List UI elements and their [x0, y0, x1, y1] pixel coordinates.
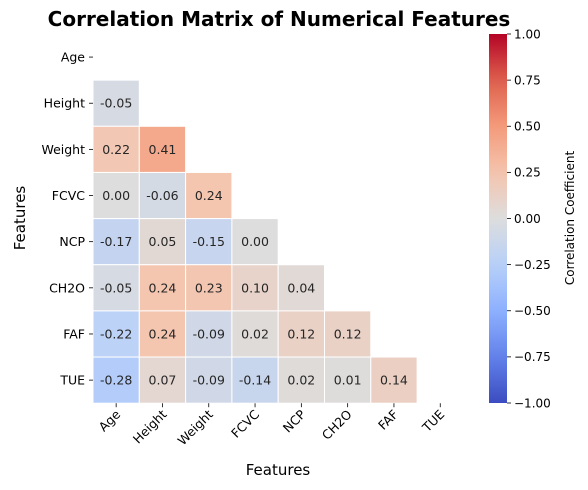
cell-value-label: 0.22 — [102, 142, 130, 157]
y-tick-label-weight: Weight — [41, 142, 85, 157]
heatmap-cell-weight-height — [138, 125, 187, 173]
y-tick-label-ncp: NCP — [59, 234, 85, 249]
colorbar-tick-label: −1.00 — [514, 396, 551, 410]
heatmap-cell-tue-ch2o — [324, 356, 372, 404]
cell-value-label: -0.05 — [100, 280, 132, 295]
colorbar-tick-label: 0.75 — [514, 73, 541, 87]
heatmap-cell-ncp-height — [138, 218, 187, 266]
chart-title: Correlation Matrix of Numerical Features — [48, 7, 511, 31]
cell-value-label: 0.05 — [149, 234, 177, 249]
x-tick-label-fcvc: FCVC — [228, 407, 262, 441]
heatmap-cells: -0.05 0.22 0.41 0.00 -0.06 0.24 -0.17 0.05 -0.15… — [92, 79, 418, 404]
heatmap-cell-faf-height — [138, 310, 187, 358]
y-axis-ticks: Age Height Weight FCVC NCP CH2O FAF TUE — [41, 50, 93, 388]
cell-value-label: -0.22 — [100, 326, 132, 341]
heatmap-cell-ch2o-height — [138, 264, 187, 312]
cell-value-label: 0.12 — [287, 326, 315, 341]
x-tick-label-ch2o: CH2O — [319, 407, 355, 443]
x-tick-label-weight: Weight — [174, 407, 215, 448]
cell-value-label: 0.10 — [241, 280, 269, 295]
colorbar-tick-label: 0.50 — [514, 120, 541, 134]
x-tick-label-tue: TUE — [419, 407, 448, 436]
cell-value-label: -0.05 — [100, 96, 132, 111]
colorbar — [489, 34, 507, 403]
y-tick-label-faf: FAF — [63, 326, 85, 341]
colorbar-label: Correlation Coefficient — [563, 151, 577, 286]
x-tick-label-ncp: NCP — [280, 406, 309, 435]
cell-value-label: 0.41 — [149, 142, 177, 157]
colorbar-tick-label: −0.25 — [514, 258, 551, 272]
heatmap-cell-tue-fcvc — [231, 356, 279, 404]
heatmap-cell-height-age — [92, 79, 140, 127]
y-tick-label-tue: TUE — [59, 373, 85, 388]
x-tick-label-faf: FAF — [375, 407, 401, 433]
colorbar-ticks: 1.00 0.75 0.50 0.25 0.00 −0.25 −0.50 −0.75 −1.00 — [507, 27, 551, 410]
heatmap-cell-faf-weight — [185, 310, 233, 358]
cell-value-label: 0.14 — [380, 373, 408, 388]
cell-value-label: 0.02 — [241, 326, 269, 341]
cell-value-label: 0.24 — [195, 188, 223, 203]
colorbar-tick-label: 0.00 — [514, 212, 541, 226]
cell-value-label: -0.09 — [193, 373, 225, 388]
cell-value-label: 0.24 — [149, 280, 177, 295]
y-tick-label-ch2o: CH2O — [49, 280, 85, 295]
heatmap-cell-ncp-fcvc — [231, 218, 279, 266]
cell-value-label: 0.24 — [149, 326, 177, 341]
cell-value-label: 0.23 — [195, 280, 223, 295]
heatmap-cell-faf-ncp — [277, 310, 326, 358]
heatmap-cell-tue-age — [92, 356, 140, 404]
y-tick-label-age: Age — [61, 50, 85, 65]
x-tick-label-height: Height — [130, 407, 170, 447]
cell-value-label: 0.00 — [102, 188, 130, 203]
heatmap-cell-faf-fcvc — [231, 310, 279, 358]
x-axis-ticks: Age Height Weight FCVC NCP CH2O FAF TUE — [96, 403, 448, 448]
cell-value-label: -0.17 — [100, 234, 132, 249]
colorbar-tick-label: −0.50 — [514, 304, 551, 318]
x-axis-label: Features — [246, 461, 311, 479]
cell-value-label: -0.15 — [193, 234, 225, 249]
y-axis-label: Features — [11, 186, 29, 251]
cell-value-label: 0.07 — [149, 373, 177, 388]
cell-value-label: -0.28 — [100, 373, 132, 388]
cell-value-label: 0.00 — [241, 234, 269, 249]
cell-value-label: 0.01 — [334, 373, 362, 388]
heatmap-cell-fcvc-weight — [185, 171, 233, 220]
cell-value-label: -0.06 — [146, 188, 178, 203]
heatmap-cell-weight-age — [92, 125, 140, 173]
cell-value-label: -0.14 — [239, 373, 271, 388]
y-tick-label-height: Height — [44, 96, 85, 111]
heatmap-cell-tue-height — [138, 356, 187, 404]
y-tick-label-fcvc: FCVC — [52, 188, 85, 203]
cell-value-label: 0.04 — [287, 280, 315, 295]
colorbar-tick-label: 1.00 — [514, 27, 541, 41]
cell-value-label: -0.09 — [193, 326, 225, 341]
colorbar-tick-label: 0.25 — [514, 166, 541, 180]
x-tick-label-age: Age — [96, 407, 124, 435]
cell-value-label: 0.12 — [334, 326, 362, 341]
heatmap-cell-faf-ch2o — [324, 310, 372, 358]
heatmap-cell-tue-faf — [370, 356, 418, 404]
colorbar-tick-label: −0.75 — [514, 350, 551, 364]
cell-value-label: 0.02 — [287, 373, 315, 388]
heatmap-cell-ch2o-fcvc — [231, 264, 279, 312]
